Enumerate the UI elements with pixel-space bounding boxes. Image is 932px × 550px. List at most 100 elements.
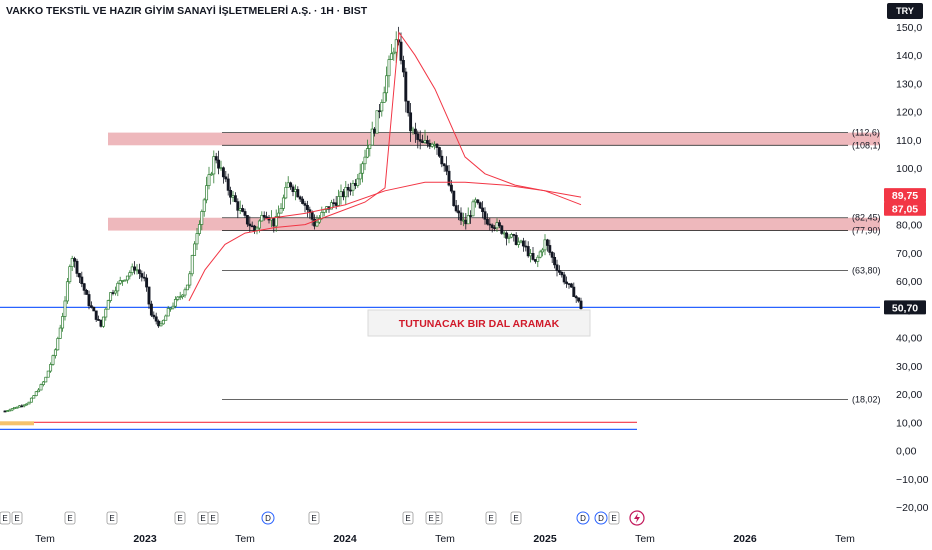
candle-145 [351, 182, 355, 191]
candle-209 [505, 232, 509, 239]
event-label-13: E [2, 514, 7, 523]
candle-227 [548, 245, 552, 253]
candle-211 [509, 234, 513, 238]
y-tick-7: 80,00 [896, 220, 922, 232]
candle-153 [370, 128, 374, 146]
event-marker-1 [64, 511, 76, 525]
price-badge-label-2: 50,70 [892, 302, 918, 314]
currency-button[interactable]: TRY [887, 3, 923, 19]
candle-9 [25, 403, 29, 406]
levels: (112,6) (108,1) (82,45) (77,90) (63,80) (18,0… [222, 128, 881, 405]
candle-52 [128, 272, 132, 277]
x-tick-5: 2025 [533, 533, 557, 545]
candle-222 [536, 256, 540, 262]
candle-77 [188, 273, 192, 286]
candle-197 [476, 199, 480, 204]
candle-115 [279, 208, 283, 214]
candle-100 [243, 211, 247, 216]
candle-128 [310, 212, 314, 220]
candle-103 [250, 225, 254, 228]
candle-99 [241, 208, 245, 212]
candle-228 [550, 252, 554, 258]
event-marker-9 [485, 511, 497, 525]
zone-0 [108, 132, 880, 146]
event-label-9: E [488, 514, 493, 523]
y-tick-11: 40,00 [896, 333, 922, 345]
series-line-1 [264, 181, 582, 220]
y-tick-14: 10,00 [896, 417, 922, 429]
price-badge-2 [884, 300, 926, 315]
event-label-1: E [67, 514, 72, 523]
candle-83 [202, 199, 206, 212]
event-label-5: D [265, 514, 271, 523]
event-label-15: E [428, 514, 433, 523]
candle-79 [193, 243, 197, 256]
candle-177 [428, 143, 432, 147]
x-tick-8: Tem [835, 533, 855, 545]
candle-236 [569, 283, 573, 288]
candle-36 [89, 305, 93, 308]
candle-16 [41, 381, 45, 385]
candle-142 [344, 187, 348, 198]
candle-208 [502, 232, 506, 235]
candle-137 [332, 202, 336, 205]
candle-121 [293, 189, 297, 193]
event-label-7: E [405, 514, 410, 523]
candle-181 [437, 147, 441, 157]
x-tick-3: 2024 [333, 533, 357, 545]
candle-212 [512, 234, 516, 236]
candle-72 [176, 296, 180, 300]
candle-239 [577, 297, 581, 302]
event-label-10: E [513, 514, 518, 523]
candle-162 [392, 51, 396, 55]
level-label-4: (63,80) [852, 265, 881, 275]
candle-35 [87, 294, 91, 307]
moving-averages [188, 31, 582, 302]
price-badge-label-0: 89,75 [892, 190, 918, 202]
candle-62 [152, 314, 156, 318]
candle-231 [557, 270, 561, 273]
candle-192 [464, 219, 468, 225]
candle-55 [135, 269, 139, 272]
candle-50 [123, 279, 127, 282]
candle-41 [101, 316, 105, 327]
candle-187 [452, 190, 456, 206]
event-marker-16 [594, 511, 608, 525]
candle-58 [142, 276, 146, 279]
candle-53 [130, 266, 134, 274]
event-label-3: E [177, 514, 182, 523]
event-marker-11 [576, 511, 590, 525]
candle-201 [485, 218, 489, 225]
candle-29 [73, 258, 77, 262]
candle-57 [140, 273, 144, 278]
candle-61 [149, 303, 153, 316]
candle-27 [68, 266, 72, 283]
x-tick-1: 2023 [133, 533, 157, 545]
event-marker-2 [106, 511, 118, 525]
candle-33 [82, 283, 86, 291]
candle-123 [298, 196, 302, 200]
candle-5 [15, 406, 19, 409]
candle-198 [478, 202, 482, 209]
candle-232 [560, 271, 564, 276]
candle-95 [231, 195, 235, 198]
event-marker-6 [308, 511, 320, 525]
candle-70 [171, 305, 175, 309]
lightning-icon-bolt [634, 513, 640, 523]
candle-8 [22, 404, 26, 407]
annotation-text: TUTUNACAK BIR DAL ARAMAK [399, 318, 560, 330]
candle-17 [44, 376, 48, 383]
y-tick-1: 140,0 [896, 50, 922, 62]
candle-202 [488, 223, 492, 226]
candle-235 [567, 283, 571, 285]
candle-96 [233, 195, 237, 202]
candle-221 [533, 259, 537, 262]
candle-28 [70, 258, 74, 267]
candle-217 [524, 245, 528, 248]
x-tick-0: Tem [35, 533, 55, 545]
candle-26 [65, 281, 69, 302]
candle-124 [301, 198, 305, 204]
candle-114 [277, 212, 281, 217]
candle-225 [543, 239, 547, 251]
